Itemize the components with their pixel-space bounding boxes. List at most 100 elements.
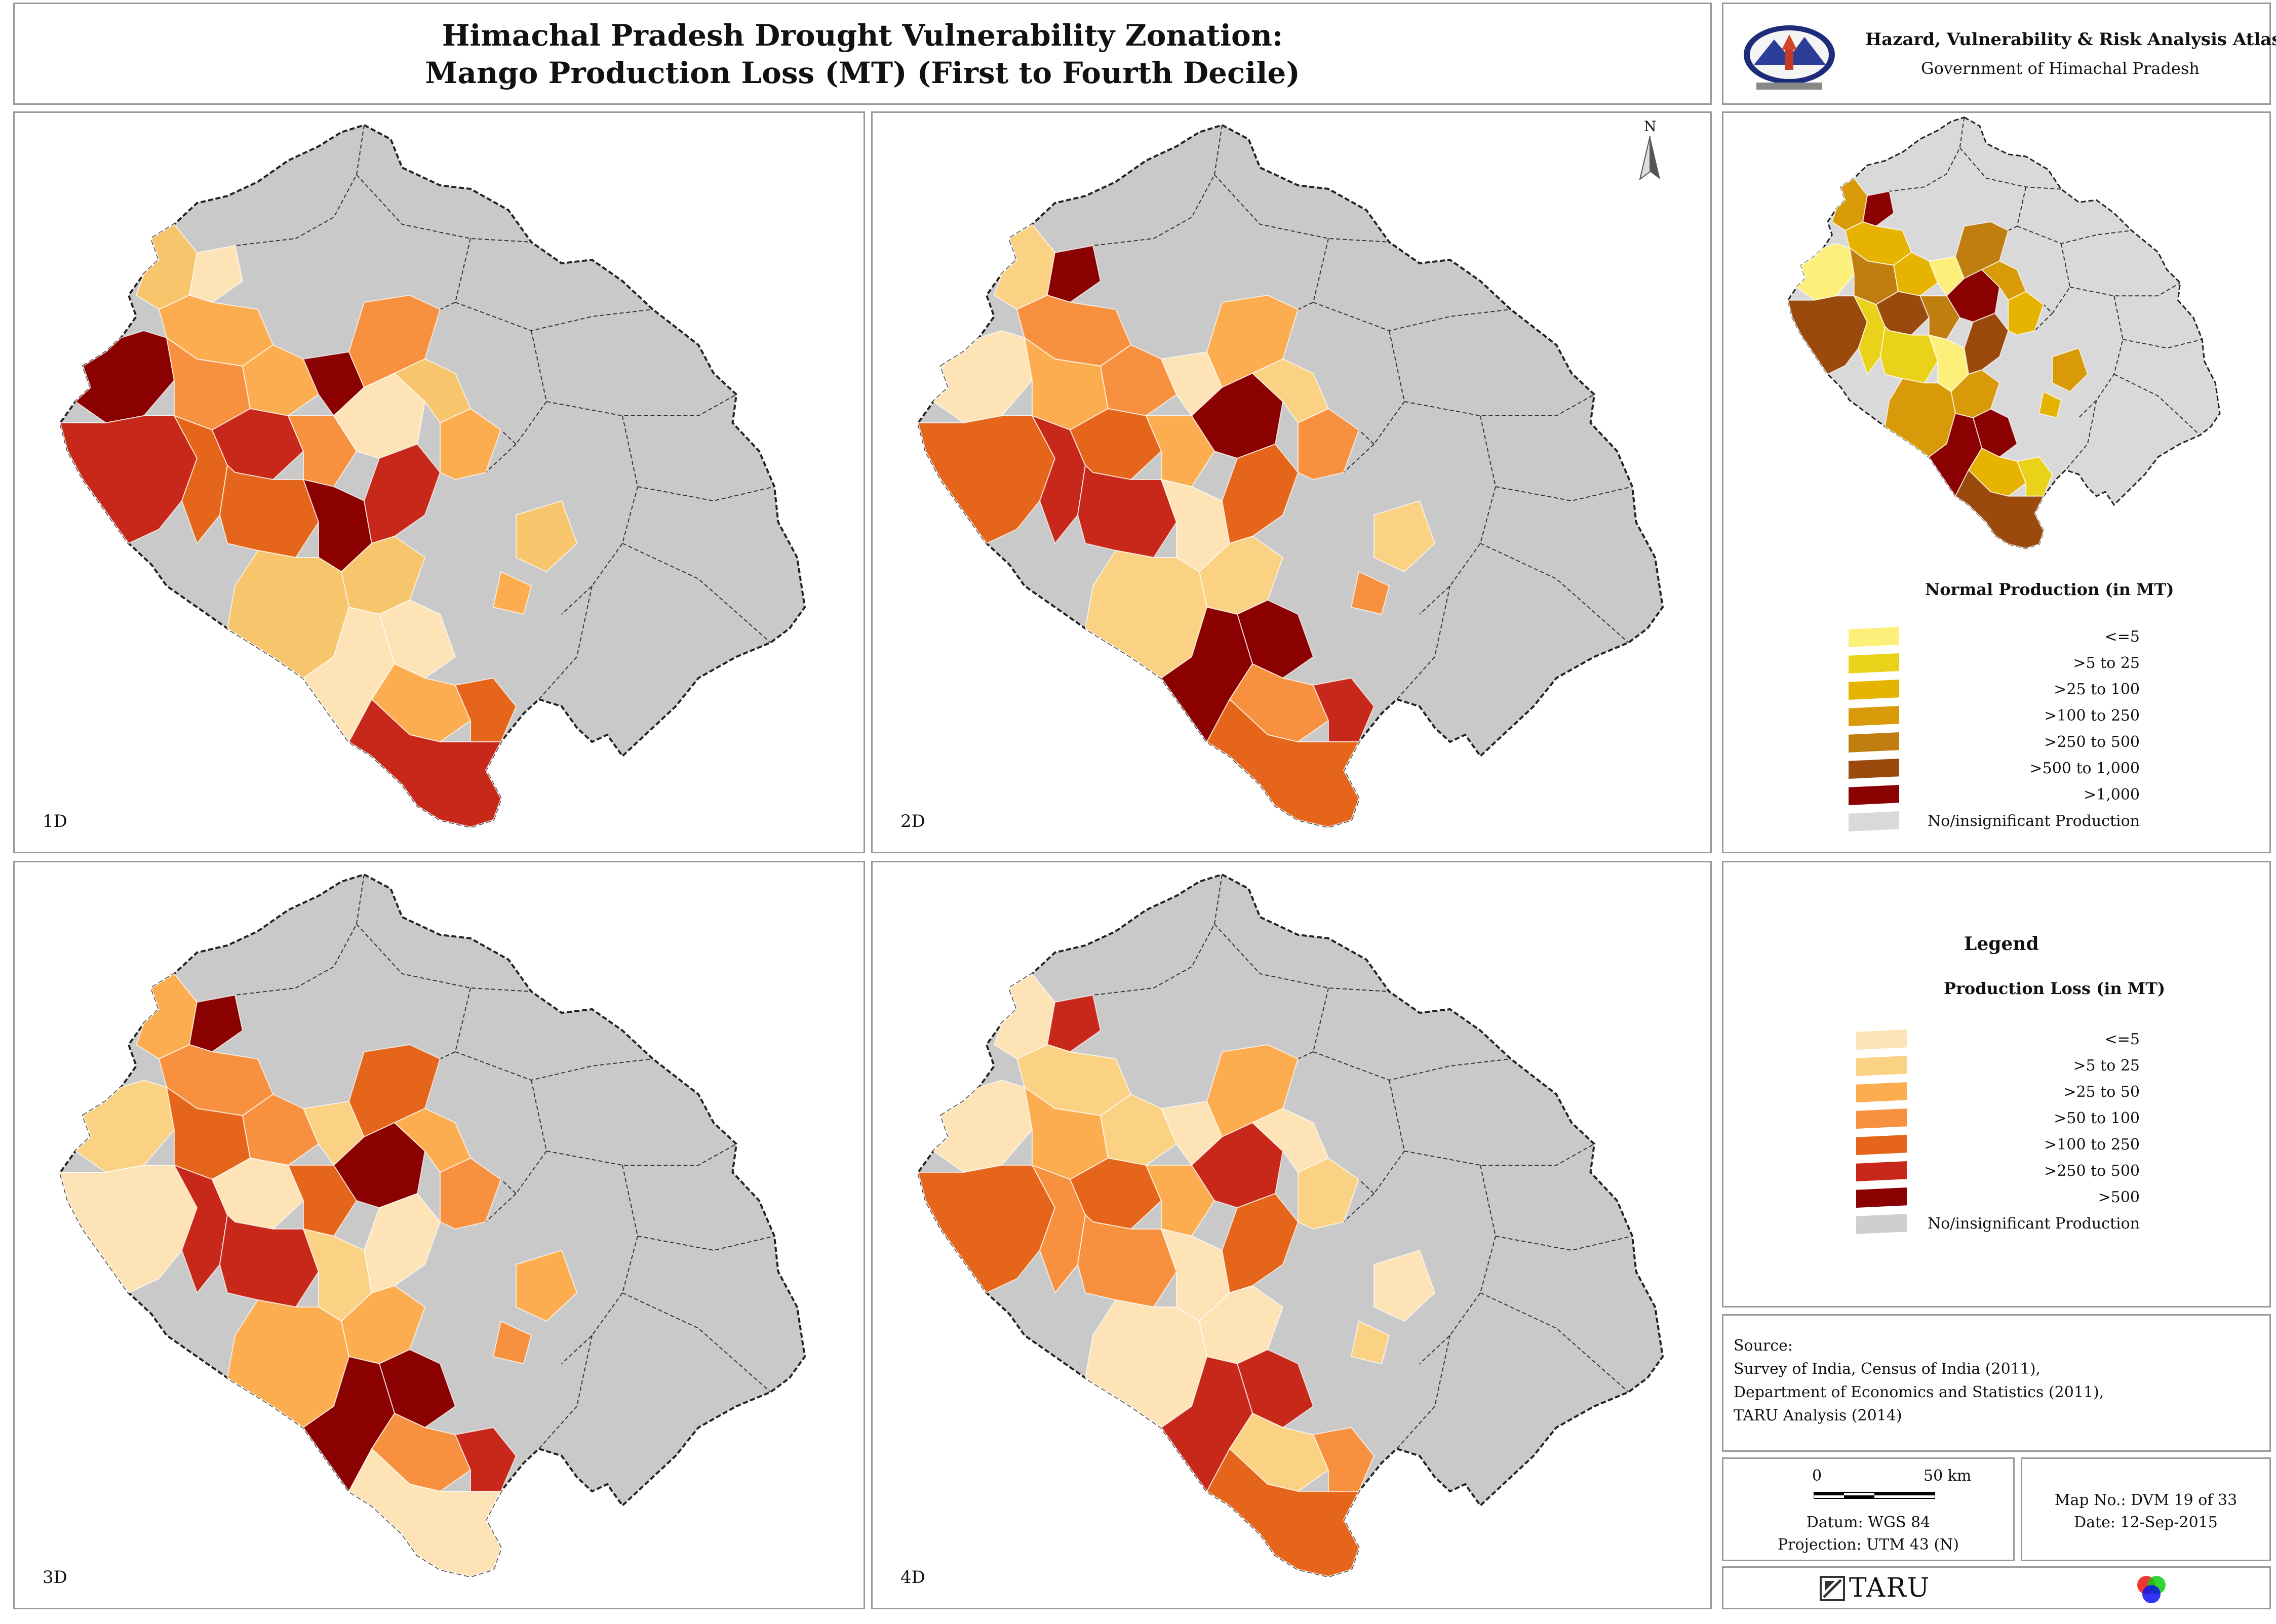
legend-row: >500 <box>1856 1187 2140 1210</box>
scale-end: 50 km <box>1924 1467 1972 1485</box>
block-kinnaur-pocket <box>516 500 578 573</box>
district-boundary <box>440 987 471 1059</box>
legend-row: >5 to 25 <box>1849 653 2140 676</box>
legend-swatch <box>1849 759 1899 779</box>
legend-label: >250 to 500 <box>2044 733 2140 751</box>
block-mandi-east <box>333 372 426 459</box>
district-boundary <box>1889 117 1965 192</box>
decile-label: 4D <box>900 1567 925 1588</box>
source-line: TARU Analysis (2014) <box>1734 1407 1902 1424</box>
legend-swatch <box>1856 1135 1907 1155</box>
atlas-heading: Hazard, Vulnerability & Risk Analysis At… <box>1865 29 2276 50</box>
block-kinnaur-pocket <box>2052 347 2089 392</box>
title-panel: Himachal Pradesh Drought Vulnerability Z… <box>13 3 1712 105</box>
legend-row: >1,000 <box>1849 785 2140 807</box>
legend-row: <=5 <box>1849 627 2140 649</box>
district-boundary <box>1495 486 1633 502</box>
legend-swatch <box>1856 1108 1907 1129</box>
source-heading: Source: <box>1734 1337 1793 1355</box>
district-boundary <box>622 1292 771 1393</box>
block-rohru <box>2038 390 2062 419</box>
district-boundary <box>2043 243 2071 314</box>
district-boundary <box>1214 174 1390 243</box>
legend-swatch <box>1849 785 1899 805</box>
legend-swatch <box>1856 1082 1907 1102</box>
map-title-line2: Mango Production Loss (MT) (First to Fou… <box>425 56 1300 90</box>
map-info-panel: Map No.: DVM 19 of 33 Date: 12-Sep-2015 <box>2021 1457 2271 1561</box>
district-boundary <box>2017 225 2132 245</box>
legend-swatch <box>1856 1161 1907 1181</box>
tri-circle-logo-icon <box>2137 1576 2166 1603</box>
district-boundary <box>561 1165 639 1364</box>
block-rohru <box>1350 571 1390 615</box>
block-mandi-east <box>1191 372 1284 459</box>
map-svg <box>1787 116 2221 549</box>
legend-swatch <box>1849 811 1899 831</box>
source-line: Survey of India, Census of India (2011), <box>1734 1360 2041 1378</box>
district-boundary <box>1343 1193 1375 1222</box>
district-boundary <box>234 874 365 996</box>
state-emblem-icon <box>1744 25 1835 90</box>
atlas-header: Hazard, Vulnerability & Risk Analysis At… <box>1722 3 2276 105</box>
block-rampur-west <box>440 1157 502 1230</box>
legend-swatch <box>1856 1029 1907 1050</box>
block-rohru <box>492 571 532 615</box>
scale-panel: 0 50 km Datum: WGS 84 Projection: UTM 43… <box>1722 1457 2015 1561</box>
district-boundary <box>1313 1051 1511 1081</box>
block-mandi-east <box>1191 1122 1284 1209</box>
map-svg <box>59 124 806 828</box>
normal-production-title: Normal Production (in MT) <box>1925 580 2174 599</box>
map-panel-4: 4D <box>871 861 1712 1609</box>
block-mandi-east <box>333 1122 426 1209</box>
legend-row: >100 to 250 <box>1849 706 2140 728</box>
block-kinnaur-pocket <box>1374 1249 1436 1322</box>
district-boundary <box>1959 147 2061 190</box>
district-boundary <box>1404 1143 1595 1166</box>
district-boundary <box>440 238 471 310</box>
district-boundary <box>1298 987 1329 1059</box>
district-boundary <box>500 1080 547 1195</box>
district-boundary <box>1343 444 1375 473</box>
district-boundary <box>455 1051 653 1081</box>
map-svg <box>59 873 806 1578</box>
district-boundary <box>356 924 532 992</box>
block-sirmaur-south <box>1954 469 2045 549</box>
district-boundary <box>1092 874 1223 996</box>
block-rampur-west <box>440 408 502 481</box>
legend-heading: Legend <box>1964 933 2039 955</box>
block-chamba-east <box>188 245 244 303</box>
block-rampur-west <box>1298 1157 1360 1230</box>
district-boundary <box>637 1236 775 1251</box>
legend-label: <=5 <box>2104 1031 2140 1048</box>
legend-row: >5 to 25 <box>1856 1056 2140 1078</box>
block-rohru <box>1350 1320 1390 1365</box>
legend-row: >50 to 100 <box>1856 1108 2140 1131</box>
legend-panel: Legend Production Loss (in MT) <=5 >5 to … <box>1722 861 2271 1308</box>
map-svg <box>917 873 1664 1578</box>
legend-label: >250 to 500 <box>2044 1162 2140 1180</box>
district-boundary <box>622 543 771 643</box>
decile-label: 3D <box>43 1567 67 1588</box>
source-line: Department of Economics and Statistics (… <box>1734 1383 2104 1401</box>
atlas-subheading: Government of Himachal Pradesh <box>1921 59 2200 78</box>
district-boundary <box>455 302 653 332</box>
projection-text: Projection: UTM 43 (N) <box>1777 1536 1959 1554</box>
district-boundary <box>1404 394 1595 416</box>
block-chamba-east <box>1862 190 1895 227</box>
legend-swatch <box>1856 1056 1907 1076</box>
district-boundary <box>234 125 365 246</box>
district-boundary <box>1419 415 1497 615</box>
legend-row: >25 to 50 <box>1856 1082 2140 1104</box>
legend-swatch <box>1856 1187 1907 1208</box>
block-chamba-east <box>1046 245 1102 303</box>
block-rampur-west <box>2008 291 2045 336</box>
district-boundary <box>1480 1292 1629 1393</box>
legend-label: >5 to 25 <box>2073 1057 2140 1075</box>
district-boundary <box>637 486 775 502</box>
taru-brand: TARU <box>1849 1573 1931 1603</box>
decile-label: 1D <box>43 811 67 831</box>
block-rampur-west <box>1298 408 1360 481</box>
block-sirmaur-south <box>1206 698 1360 828</box>
map-number: Map No.: DVM 19 of 33 <box>2054 1491 2238 1509</box>
datum-text: Datum: WGS 84 <box>1806 1514 1931 1531</box>
